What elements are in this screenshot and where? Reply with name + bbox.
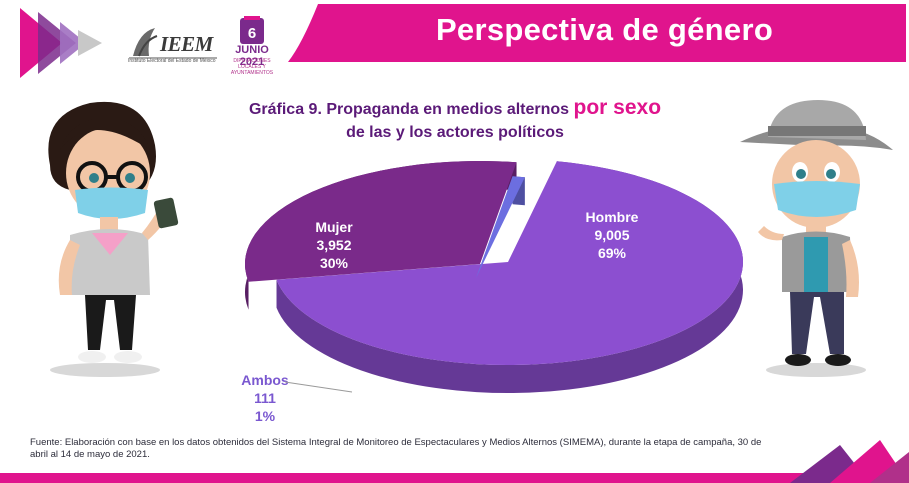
pie-label-ambos-value: 111	[254, 390, 276, 406]
pie-label-hombre-name: Hombre	[586, 209, 639, 225]
pie-label-ambos-percent: 1%	[255, 408, 276, 424]
pie-labels: Hombre 9,005 69% Mujer 3,952 30% Ambos 111 1%	[241, 209, 638, 424]
ieem-emblem-icon	[129, 28, 217, 59]
pie-label-ambos-name: Ambos	[241, 372, 289, 388]
pie-label-hombre-percent: 69%	[598, 245, 627, 261]
corner-triangles-icon	[790, 440, 909, 483]
pie-slice-mujer	[245, 161, 517, 282]
bottom-bar	[0, 473, 909, 483]
chart-title: Gráfica 9. Propaganda en medios alternos…	[185, 96, 725, 144]
pie-slice-ambos	[476, 176, 525, 278]
chart-title-part1: Gráfica 9. Propaganda en medios alternos	[248, 101, 574, 118]
pie-label-mujer-percent: 30%	[320, 255, 349, 271]
man-character-illustration	[740, 100, 893, 377]
ballot-box-icon: 6	[240, 16, 264, 44]
election-year: JUNIO 2021	[235, 44, 269, 68]
pie-leader-line-ambos	[284, 381, 353, 393]
woman-character-illustration	[48, 101, 179, 377]
election-subtitle: DIPUTACIONES LOCALES Y AYUNTAMIENTOS	[230, 58, 274, 76]
triangle-logo-icon	[20, 8, 102, 78]
pie-label-mujer-name: Mujer	[315, 219, 353, 235]
header-banner	[288, 4, 906, 62]
chart-title-highlight: por sexo	[573, 96, 662, 119]
pie-label-mujer-value: 3,952	[316, 237, 351, 253]
election-number: 6	[248, 25, 256, 42]
ieem-wordmark: IEEM	[160, 32, 213, 56]
pie-label-hombre-value: 9,005	[594, 227, 629, 243]
pie-slices	[245, 161, 743, 365]
page-title: Perspectiva de género	[435, 12, 774, 47]
ieem-subtitle: Instituto Electoral del Estado de México	[128, 58, 216, 64]
source-note: Fuente: Elaboración con base en los dato…	[30, 437, 762, 460]
chart-title-part2: de las y los actores políticos	[346, 124, 564, 141]
pie-slice-hombre	[276, 161, 743, 365]
